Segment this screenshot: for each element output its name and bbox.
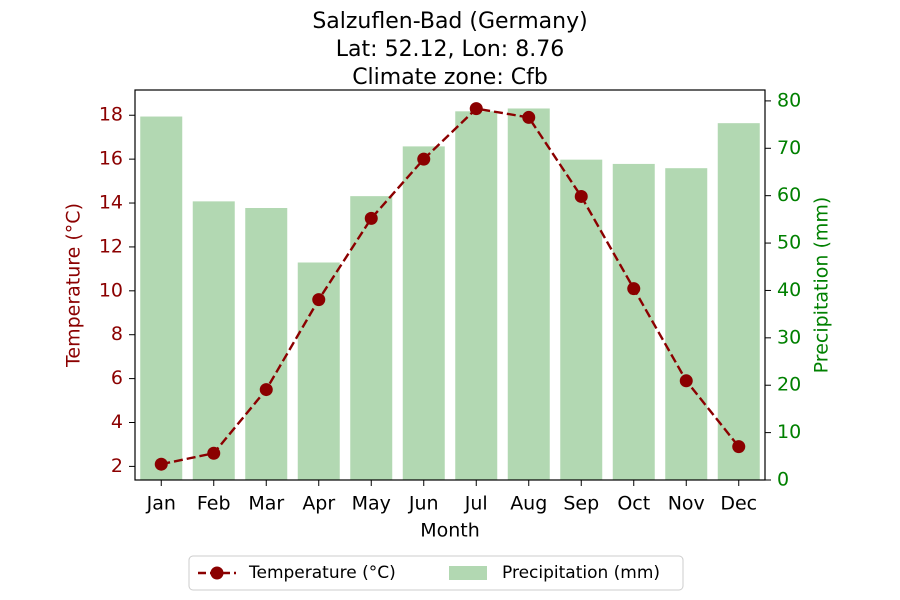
y-axis-left-label: Temperature (°C) [63,203,85,368]
plot-border [134,89,766,481]
y-axis-right-label: Precipitation (mm) [811,197,833,374]
x-tick-label: Feb [197,493,231,515]
y-right-tick-label: 60 [777,184,801,206]
legend-box [188,555,684,591]
x-tick-label: Nov [668,493,705,515]
precipitation-bar [140,116,183,481]
y-right-tick-label: 0 [777,469,789,491]
chart-title-line: Climate zone: Cfb [352,65,548,90]
chart-title-line: Lat: 52.12, Lon: 8.76 [336,37,564,62]
precipitation-bar [612,163,655,480]
precipitation-bar [350,196,393,480]
precipitation-bar [455,111,498,480]
temperature-point [312,293,326,307]
y-left-tick-label: 16 [99,148,123,170]
y-right-tick-label: 10 [777,421,801,443]
temperature-line-series [154,102,746,471]
temperature-point [679,374,693,388]
y-axis-left-ticks: 2 4 6 8 10 12 14 16 18 [99,104,135,477]
temperature-point [154,457,168,471]
precipitation-bar [402,146,445,481]
precipitation-bars [140,108,760,481]
x-tick-label: Jul [464,493,488,515]
y-right-tick-label: 70 [777,137,801,159]
legend-temperature-marker [210,566,224,580]
y-left-tick-label: 14 [99,192,123,214]
legend-precipitation-swatch [449,566,487,580]
x-tick-label: Apr [302,493,335,515]
plot-frame [134,89,766,481]
x-tick-label: Dec [720,493,757,515]
temperature-point [522,110,536,124]
y-left-tick-label: 12 [99,235,123,257]
y-left-tick-label: 8 [111,323,123,345]
x-tick-label: Sep [563,493,599,515]
y-left-tick-label: 10 [99,279,123,301]
legend: Temperature (°C) Precipitation (mm) [188,555,684,591]
x-tick-label: Oct [617,493,650,515]
temperature-point [627,282,641,296]
precipitation-bar [192,201,235,480]
chart-title-line: Salzuflen-Bad (Germany) [312,9,587,34]
y-left-tick-label: 18 [99,104,123,126]
y-left-tick-label: 4 [111,411,123,433]
temperature-point [417,152,431,166]
temperature-point [469,102,483,116]
y-axis-right-ticks: 0 10 20 30 40 50 60 70 80 [765,89,801,491]
chart-title: Salzuflen-Bad (Germany) Lat: 52.12, Lon: … [312,9,587,90]
y-right-tick-label: 80 [777,89,801,111]
temperature-point [574,189,588,203]
y-right-tick-label: 40 [777,279,801,301]
y-right-tick-label: 30 [777,326,801,348]
x-tick-label: Jun [408,493,439,515]
x-tick-label: May [352,493,391,515]
temperature-line [161,107,740,466]
x-axis-ticks: Jan Feb Mar Apr May Jun Jul Aug Sep Oct Nov Dec [146,480,757,515]
y-left-tick-label: 2 [111,455,123,477]
precipitation-bar [560,159,603,480]
precipitation-bar [245,207,288,481]
x-tick-label: Aug [510,493,547,515]
legend-precipitation-label: Precipitation (mm) [502,563,660,583]
y-left-tick-label: 6 [111,367,123,389]
temperature-point [364,211,378,225]
x-tick-label: Jan [146,493,176,515]
temperature-point [732,440,746,454]
x-axis-label: Month [420,520,480,542]
precipitation-bar [507,108,550,480]
y-right-tick-label: 20 [777,374,801,396]
y-right-tick-label: 50 [777,232,801,254]
x-tick-label: Mar [248,493,284,515]
temperature-point [207,446,221,460]
precipitation-bar [717,123,760,480]
axis-labels: Month Temperature (°C) Precipitation (mm) [63,197,833,542]
precipitation-bar [665,168,708,480]
temperature-point [259,383,273,397]
legend-temperature-label: Temperature (°C) [248,563,396,583]
